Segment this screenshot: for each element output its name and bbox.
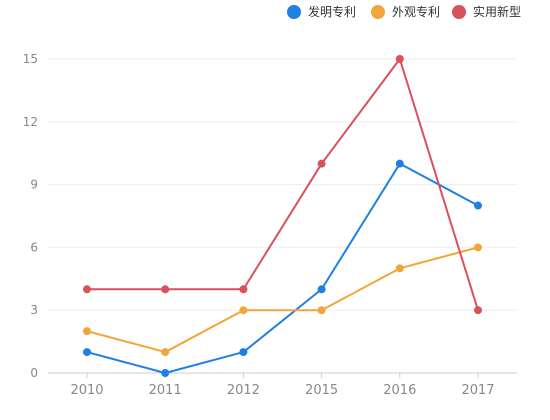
x-tick-label: 2015 [305, 383, 338, 398]
data-point [161, 348, 170, 357]
data-point [317, 285, 326, 294]
data-point [474, 201, 482, 210]
series-line [87, 58, 479, 311]
data-point [474, 243, 482, 252]
data-point [474, 306, 482, 315]
data-point [161, 369, 170, 377]
data-point [395, 55, 404, 63]
y-tick-label: 15 [23, 52, 38, 66]
data-point [317, 306, 326, 315]
data-point [239, 285, 248, 294]
y-tick-label: 0 [30, 366, 38, 380]
y-axis: 0 3 6 9 12 15 [23, 52, 38, 380]
data-point [83, 327, 91, 336]
data-point [83, 285, 91, 294]
legend-label: 外观专利 [392, 4, 440, 19]
data-point [161, 285, 170, 294]
series-line [86, 162, 479, 374]
legend-label: 实用新型 [473, 4, 521, 19]
data-point [239, 306, 248, 315]
legend-label: 发明专利 [308, 4, 356, 19]
data-point [395, 159, 404, 168]
legend-marker [287, 5, 301, 19]
y-tick-label: 3 [30, 303, 38, 317]
data-point [395, 264, 404, 273]
x-tick-label: 2017 [461, 383, 494, 398]
x-tick-label: 2016 [383, 383, 416, 398]
x-tick-label: 2012 [227, 383, 260, 398]
x-tick-label: 2010 [70, 383, 103, 398]
legend-marker [371, 5, 385, 19]
legend: 发明专利 外观专利 实用新型 [287, 4, 521, 19]
data-point [83, 348, 91, 357]
plot-area [83, 55, 482, 377]
data-point [239, 348, 248, 357]
x-axis: 2010 2011 2012 2015 2016 2017 [70, 373, 495, 398]
y-tick-label: 6 [30, 240, 38, 254]
series-line [86, 246, 479, 354]
x-tick-label: 2011 [149, 383, 182, 398]
y-tick-label: 9 [30, 178, 38, 192]
grid [48, 58, 517, 374]
legend-marker [452, 5, 466, 19]
data-point [317, 159, 326, 168]
y-tick-label: 12 [23, 115, 38, 129]
